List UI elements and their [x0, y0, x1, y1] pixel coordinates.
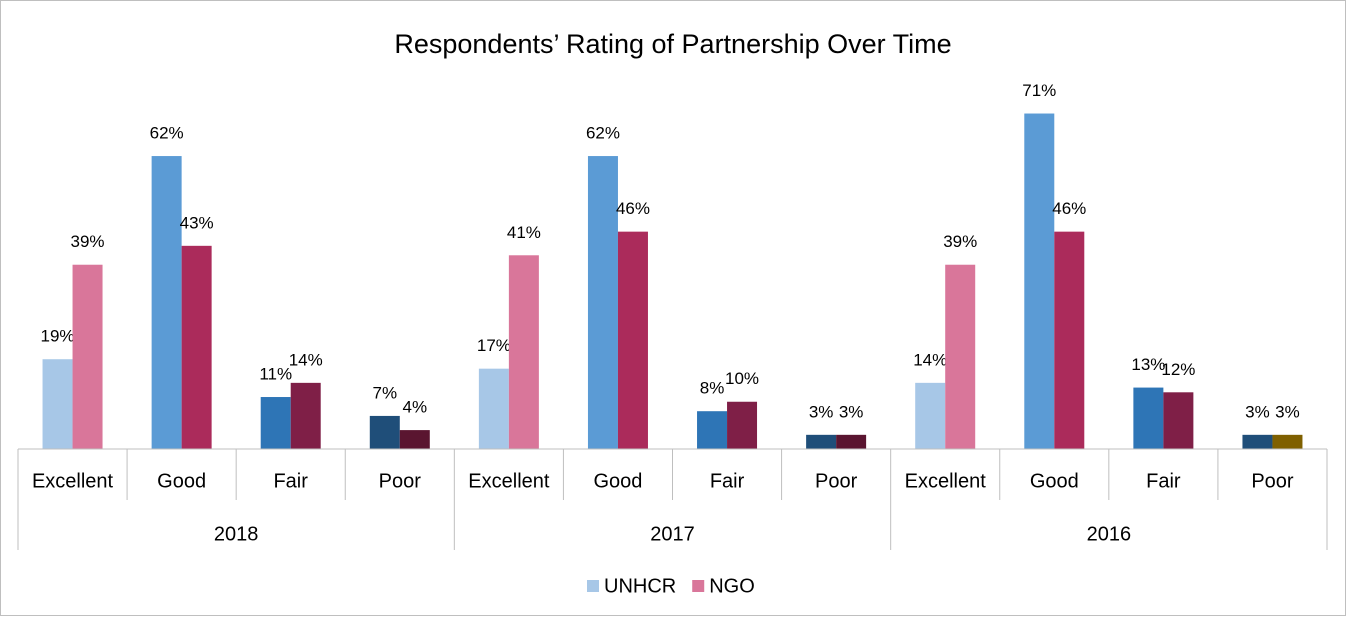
bar [587, 156, 618, 450]
value-label: 41% [507, 223, 541, 242]
value-label: 39% [943, 232, 977, 251]
x-tick-label: Good [593, 470, 642, 492]
value-label: 3% [839, 402, 864, 421]
group-label: 2016 [1087, 523, 1132, 545]
group-label: 2018 [214, 523, 259, 545]
bar [1024, 113, 1055, 450]
value-label: 19% [41, 327, 75, 346]
x-tick-label: Fair [273, 470, 308, 492]
bar [1133, 387, 1164, 449]
value-label: 46% [1052, 199, 1086, 218]
x-tick-label: Good [1030, 470, 1079, 492]
bar [478, 368, 509, 449]
value-label: 3% [809, 402, 834, 421]
value-label: 62% [586, 124, 620, 143]
x-tick-label: Good [157, 470, 206, 492]
bar [806, 434, 837, 449]
bar [1242, 434, 1273, 449]
legend-label: UNHCR [604, 575, 676, 597]
value-label: 8% [700, 379, 725, 398]
bar [1163, 392, 1194, 449]
legend-label: NGO [709, 575, 755, 597]
value-label: 10% [725, 369, 759, 388]
value-label: 17% [477, 336, 511, 355]
group-label: 2017 [650, 523, 695, 545]
value-label: 62% [150, 124, 184, 143]
value-label: 46% [616, 199, 650, 218]
bar [836, 434, 867, 449]
legend-swatch [692, 580, 705, 592]
x-tick-label: Poor [815, 470, 858, 492]
value-label: 7% [373, 383, 398, 402]
bar [260, 397, 291, 449]
bar [181, 245, 212, 449]
x-tick-label: Poor [379, 470, 422, 492]
legend-swatch [587, 580, 599, 592]
bar [42, 359, 73, 449]
value-label: 39% [71, 232, 105, 251]
bar [1054, 231, 1085, 449]
bar [697, 411, 728, 449]
x-tick-label: Poor [1251, 470, 1294, 492]
x-tick-label: Excellent [32, 470, 114, 492]
value-label: 12% [1161, 360, 1195, 379]
value-label: 13% [1131, 355, 1165, 374]
value-label: 3% [1275, 402, 1300, 421]
bar [915, 382, 946, 449]
chart-title: Respondents’ Rating of Partnership Over … [394, 29, 951, 59]
bar [72, 264, 103, 449]
bar [290, 382, 321, 449]
x-tick-label: Fair [710, 470, 745, 492]
bar [151, 156, 182, 450]
value-label: 14% [289, 350, 323, 369]
value-label: 43% [180, 213, 214, 232]
bar [508, 255, 539, 449]
value-label: 3% [1245, 402, 1270, 421]
x-tick-label: Fair [1146, 470, 1181, 492]
value-label: 14% [913, 350, 947, 369]
x-tick-label: Excellent [468, 470, 550, 492]
bar [727, 401, 758, 449]
value-label: 4% [403, 398, 428, 417]
value-label: 11% [259, 365, 292, 384]
value-label: 71% [1022, 81, 1056, 100]
bar [617, 231, 648, 449]
bar [945, 264, 976, 449]
bar [399, 430, 430, 449]
bar [369, 415, 400, 449]
x-tick-label: Excellent [905, 470, 987, 492]
bar [1272, 434, 1303, 449]
